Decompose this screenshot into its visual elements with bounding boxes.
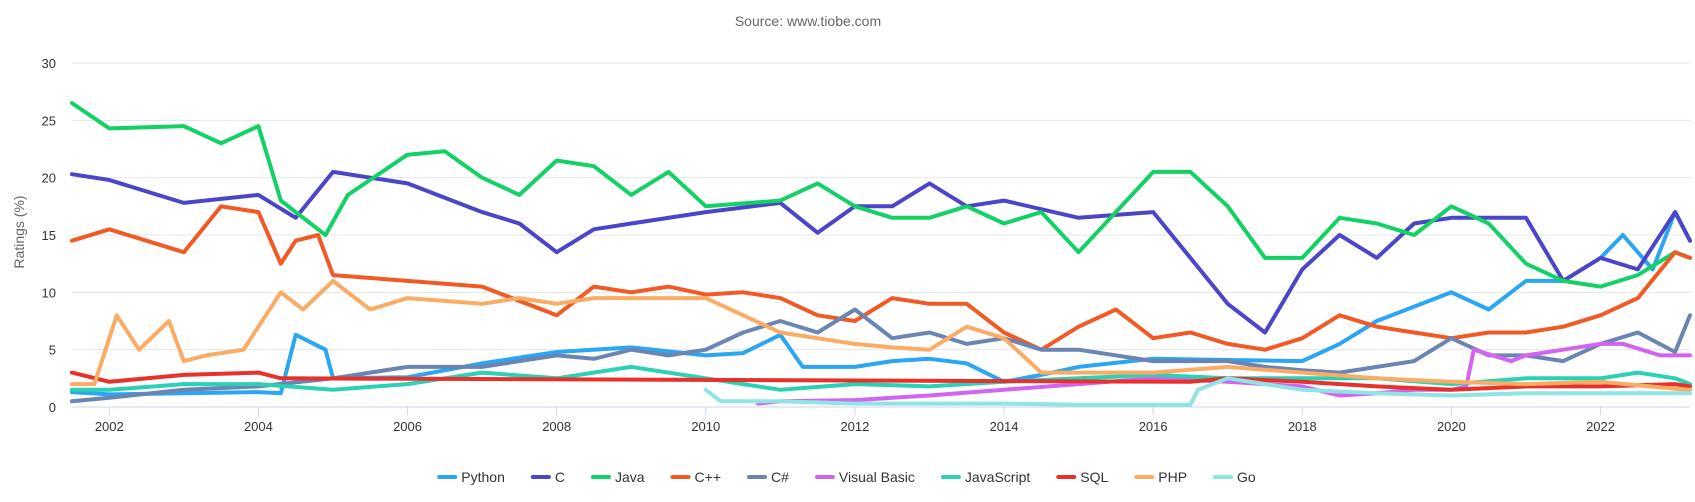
x-tick-label: 2008 [542,419,571,434]
legend-label: C# [771,469,789,485]
x-tick-label: 2014 [990,419,1019,434]
series-lines [70,101,1692,407]
x-tick-label: 2018 [1288,419,1317,434]
y-tick-label: 25 [42,113,56,128]
legend-item-c[interactable]: C [530,469,565,485]
x-tick-label: 2012 [840,419,869,434]
legend-label: JavaScript [965,469,1030,485]
y-tick-label: 0 [49,400,56,415]
legend-label: C [555,469,565,485]
y-tick-label: 15 [42,228,56,243]
y-tick-label: 10 [42,285,56,300]
legend-item-visual-basic[interactable]: Visual Basic [814,469,915,485]
series-line-javascript[interactable] [70,364,1692,392]
legend: Python C Java C++ C# Visual Basic JavaScript SQ… [437,469,1256,485]
legend-item-c-[interactable]: C# [746,469,789,485]
series-line-sql[interactable] [70,370,1692,392]
series-line-visual-basic[interactable] [756,341,1692,406]
y-axis-ticks: 0 5 10 15 20 25 30 [42,56,56,415]
legend-label: C++ [695,469,721,485]
legend-item-go[interactable]: Go [1213,469,1256,485]
chart-subtitle: Source: www.tiobe.com [735,13,881,29]
series-line-java[interactable] [70,101,1692,289]
x-tick-label: 2022 [1586,419,1615,434]
series-line-python[interactable] [70,210,1692,397]
x-tick-label: 2016 [1139,419,1168,434]
x-tick-label: 2020 [1437,419,1466,434]
legend-item-sql[interactable]: SQL [1056,469,1108,485]
series-line-go[interactable] [703,376,1692,407]
x-tick-label: 2004 [244,419,273,434]
legend-label: Python [461,469,505,485]
legend-item-c-[interactable]: C++ [670,469,721,485]
legend-item-php[interactable]: PHP [1134,469,1187,485]
y-tick-label: 30 [42,56,56,71]
x-tick-label: 2002 [95,419,124,434]
legend-label: Java [615,469,645,485]
legend-item-python[interactable]: Python [437,469,505,485]
legend-item-java[interactable]: Java [590,469,645,485]
x-axis-ticks: 2002 2004 2006 2008 2010 2012 2014 2016 2018 2020… [72,406,1690,434]
legend-label: SQL [1080,469,1108,485]
y-tick-label: 5 [49,343,56,358]
legend-label: Go [1237,469,1256,485]
grid-lines [72,62,1690,408]
legend-item-javascript[interactable]: JavaScript [940,469,1030,485]
y-tick-label: 20 [42,171,56,186]
y-axis-title: Ratings (%) [11,195,27,268]
x-tick-label: 2006 [393,419,422,434]
series-line-php[interactable] [70,278,1692,392]
legend-label: PHP [1158,469,1187,485]
series-line-c[interactable] [70,169,1692,335]
legend-label: Visual Basic [839,469,915,485]
x-tick-label: 2010 [691,419,720,434]
